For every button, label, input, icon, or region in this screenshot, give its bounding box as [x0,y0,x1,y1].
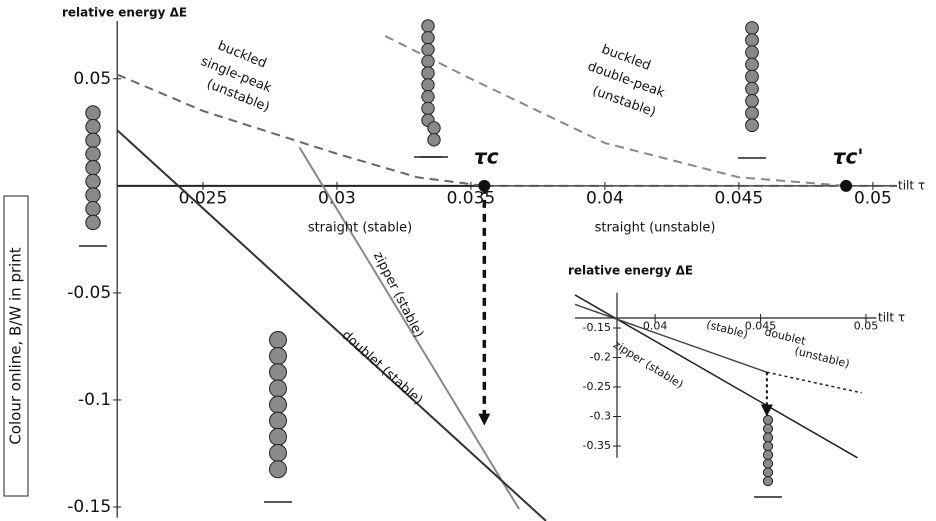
bead [85,105,101,121]
bead [269,444,287,463]
side-note: Colour online, B/W in print [7,247,25,444]
bead [269,347,287,366]
bead [85,160,101,176]
bead [762,467,774,478]
bead [421,89,435,104]
bead [85,201,101,217]
bead [269,460,287,479]
y-tick-label: -0.25 [583,380,611,393]
x-tick-label: 0.045 [745,319,777,332]
annotation: zipper (stable) [370,250,426,341]
x-tick-label: 0.025 [179,189,228,209]
x-tick-label: 0.045 [715,189,764,209]
bead [421,101,435,116]
bead [762,432,774,443]
y-tick-label: -0.1 [78,390,111,410]
bead [421,42,435,57]
bead [745,118,759,133]
series-line [116,73,485,187]
annotation: zipper (stable) [611,338,686,391]
marker [840,179,853,192]
annotation: (stable) [705,318,749,341]
annotation: straight (stable) [308,221,412,236]
x-tick-label: 0.04 [643,319,668,332]
bead [269,427,287,446]
bead [85,214,101,231]
x-tick-label: 0.05 [854,319,879,332]
bead [269,411,287,430]
y-tick-label: -0.3 [590,410,611,423]
series-line [384,35,847,187]
series-line [574,303,768,373]
marker [478,179,491,192]
y-tick-label: 0.05 [73,69,111,89]
bead [427,121,441,135]
series-line [298,146,521,510]
bead [762,441,774,452]
annotation: straight (unstable) [595,221,716,236]
bead [745,45,759,60]
y-tick-label: -0.15 [583,321,611,334]
bead [762,458,774,469]
bead [745,57,759,72]
y-tick-label: -0.15 [67,497,111,517]
x-tick-label: 0.035 [447,189,496,209]
bead [745,106,759,121]
bead [85,132,101,149]
series-line [116,129,547,521]
bead [762,476,774,487]
bead [745,69,759,84]
annotation: (unstable) [793,344,851,370]
bead [269,395,287,414]
bead [745,33,759,48]
y-tick-label: -0.05 [67,283,111,303]
y-tick-label: -0.35 [583,439,611,452]
bead [427,133,441,147]
x-axis-label: tilt τ [898,179,925,193]
series-line [766,371,862,394]
bead [762,414,774,426]
bead [745,21,759,35]
marker-label: τc [474,144,499,168]
bead [762,449,774,461]
x-tick-label: 0.04 [586,189,624,209]
x-axis-label: tilt τ [878,311,905,325]
series-line [574,294,858,459]
bead [85,187,101,203]
y-tick-label: -0.2 [590,351,611,364]
note-frame [3,195,29,497]
bead [745,94,759,108]
annotation: doublet (stable) [339,328,426,408]
y-axis-label: relative energy ΔE [568,264,693,278]
bead [269,379,287,398]
bead [85,118,101,135]
bead [745,81,759,96]
bead [421,66,435,80]
arrow-head [478,413,491,426]
bead [421,31,435,45]
y-axis-label: relative energy ΔE [62,6,187,20]
bead [269,363,287,382]
marker-label: τc' [833,144,864,168]
x-tick-label: 0.03 [318,189,356,209]
bead [269,331,287,349]
arrow-head [760,404,773,417]
bead [85,146,101,162]
bead [421,78,435,92]
x-tick-label: 0.05 [854,189,892,209]
bead [421,19,435,33]
bead [85,173,101,190]
bead [762,423,774,434]
